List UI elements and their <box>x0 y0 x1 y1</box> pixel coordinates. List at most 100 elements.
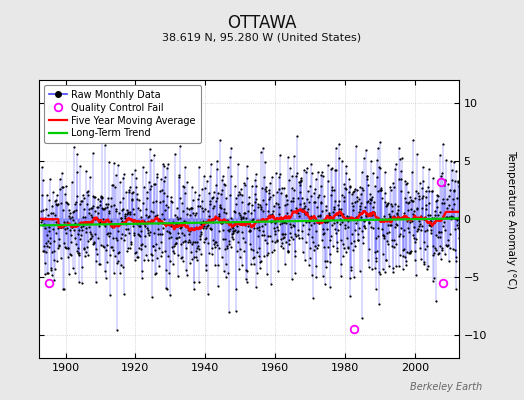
Point <box>283 210 291 216</box>
Point <box>270 203 278 210</box>
Point <box>154 220 162 226</box>
Point <box>342 162 351 169</box>
Point <box>117 215 126 222</box>
Point <box>370 209 378 216</box>
Point <box>150 230 158 236</box>
Point <box>227 244 235 250</box>
Point <box>181 238 190 244</box>
Point <box>310 190 318 196</box>
Point <box>116 234 125 241</box>
Point <box>354 225 363 231</box>
Point <box>77 232 85 238</box>
Point <box>107 182 116 188</box>
Point <box>458 228 467 235</box>
Point <box>411 239 419 245</box>
Point <box>115 248 123 255</box>
Point <box>107 194 116 201</box>
Point <box>407 248 416 254</box>
Point <box>220 268 228 274</box>
Point <box>169 247 178 254</box>
Point <box>451 258 460 264</box>
Point <box>105 159 113 165</box>
Point <box>61 244 69 250</box>
Point <box>256 202 265 208</box>
Point <box>452 286 460 292</box>
Point <box>455 213 464 220</box>
Point <box>76 236 84 242</box>
Point <box>396 156 404 162</box>
Point <box>377 186 385 193</box>
Point <box>311 199 320 205</box>
Point <box>190 286 198 292</box>
Point <box>162 228 171 234</box>
Point <box>58 184 66 191</box>
Point <box>49 238 58 244</box>
Point <box>354 236 362 243</box>
Point <box>416 180 424 187</box>
Point <box>51 212 59 218</box>
Point <box>285 177 293 183</box>
Point <box>173 230 182 236</box>
Point <box>362 199 370 205</box>
Point <box>276 221 284 228</box>
Point <box>448 214 456 220</box>
Point <box>157 252 165 259</box>
Point <box>272 170 280 176</box>
Point <box>324 244 332 250</box>
Point <box>189 254 198 260</box>
Point <box>387 203 396 209</box>
Point <box>358 168 366 175</box>
Point <box>442 242 450 248</box>
Point <box>293 133 301 139</box>
Point <box>88 213 96 220</box>
Point <box>385 210 393 217</box>
Point <box>364 257 372 263</box>
Point <box>195 279 204 286</box>
Point <box>243 163 252 169</box>
Point <box>97 194 106 201</box>
Point <box>165 221 173 227</box>
Point <box>285 248 293 254</box>
Point <box>146 229 155 235</box>
Point <box>78 198 86 204</box>
Point <box>253 270 261 276</box>
Point <box>43 270 52 277</box>
Point <box>159 160 168 167</box>
Point <box>305 245 314 251</box>
Point <box>318 169 326 175</box>
Point <box>414 189 422 196</box>
Point <box>349 203 357 209</box>
Point <box>75 226 83 233</box>
Point <box>401 194 409 201</box>
Point <box>126 245 135 251</box>
Point <box>380 234 388 241</box>
Point <box>297 175 305 181</box>
Point <box>167 223 176 229</box>
Point <box>252 196 260 202</box>
Point <box>299 207 307 214</box>
Point <box>110 160 118 166</box>
Point <box>439 141 447 147</box>
Point <box>373 174 381 180</box>
Point <box>111 221 119 228</box>
Point <box>114 162 123 168</box>
Point <box>215 228 223 234</box>
Point <box>210 203 218 209</box>
Point <box>152 270 160 276</box>
Point <box>329 209 337 216</box>
Point <box>408 198 417 204</box>
Point <box>367 196 376 202</box>
Point <box>424 188 433 194</box>
Point <box>289 198 297 204</box>
Point <box>243 175 251 181</box>
Point <box>310 220 319 226</box>
Point <box>333 212 342 218</box>
Point <box>365 220 373 226</box>
Point <box>55 243 63 249</box>
Point <box>169 219 177 226</box>
Point <box>372 286 380 292</box>
Point <box>378 215 386 222</box>
Point <box>141 243 149 249</box>
Point <box>411 257 420 264</box>
Point <box>395 232 403 239</box>
